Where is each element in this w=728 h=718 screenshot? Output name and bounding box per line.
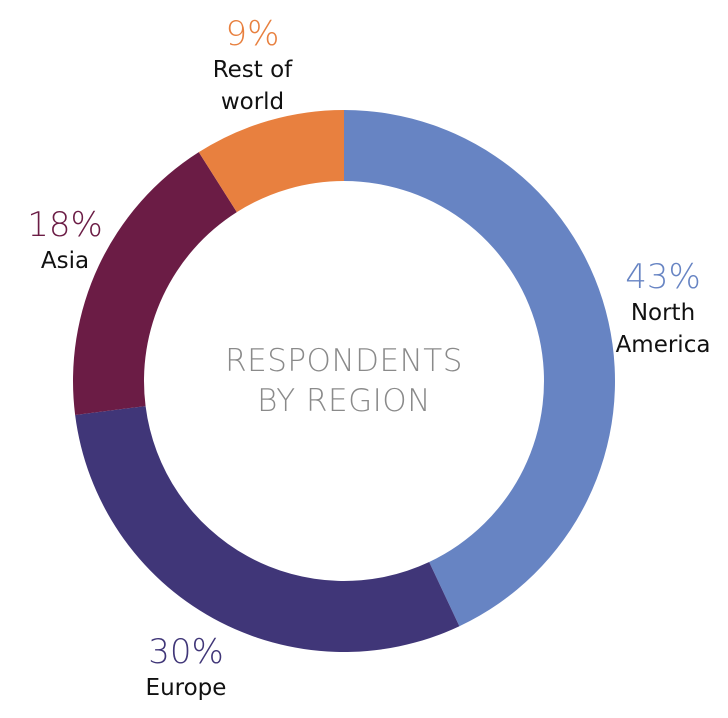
donut-slice xyxy=(75,406,460,652)
value-label: 30% xyxy=(148,632,224,673)
category-label: Rest of world xyxy=(212,57,293,116)
category-label: North America xyxy=(615,300,711,359)
value-label: 9% xyxy=(225,14,280,55)
slice-label: 30% Europe xyxy=(121,632,251,704)
slice-label: 18% Asia xyxy=(0,205,130,277)
slice-label: 9% Rest of world xyxy=(187,14,317,118)
category-label: Asia xyxy=(40,248,90,275)
value-label: 18% xyxy=(27,205,103,246)
donut-slice xyxy=(72,152,237,415)
donut-slice xyxy=(198,110,344,213)
category-label: Europe xyxy=(145,675,227,702)
donut-slice xyxy=(344,110,615,627)
chart-title: RESPONDENTS BY REGION xyxy=(225,343,463,419)
value-label: 43% xyxy=(625,257,701,298)
slice-label: 43% North America xyxy=(598,257,728,361)
